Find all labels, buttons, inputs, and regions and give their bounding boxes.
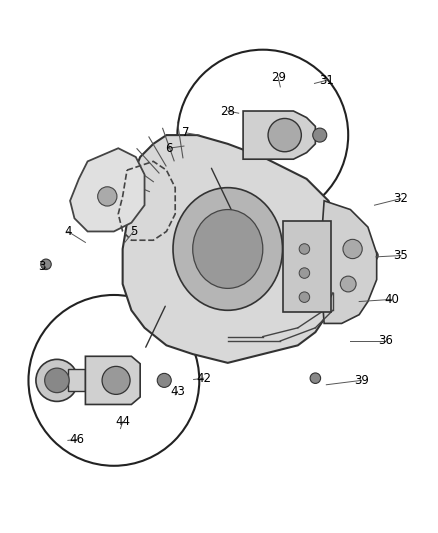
Circle shape [102, 366, 130, 394]
Text: 42: 42 [196, 372, 211, 385]
Text: 35: 35 [393, 249, 408, 262]
FancyBboxPatch shape [68, 369, 85, 391]
PathPatch shape [243, 111, 315, 159]
Text: 6: 6 [165, 142, 173, 155]
Circle shape [343, 239, 362, 259]
PathPatch shape [123, 135, 342, 363]
Circle shape [310, 373, 321, 383]
Circle shape [299, 268, 310, 278]
FancyBboxPatch shape [283, 221, 331, 312]
Text: 31: 31 [319, 74, 334, 87]
Circle shape [177, 50, 348, 221]
PathPatch shape [85, 356, 140, 405]
Circle shape [157, 374, 171, 387]
Circle shape [41, 259, 51, 270]
Ellipse shape [193, 209, 263, 288]
Circle shape [28, 295, 199, 466]
Text: 40: 40 [385, 293, 399, 306]
Text: 29: 29 [271, 71, 286, 84]
Text: 32: 32 [393, 192, 408, 205]
Text: 5: 5 [130, 225, 137, 238]
Text: 39: 39 [354, 374, 369, 387]
PathPatch shape [320, 201, 377, 324]
Ellipse shape [152, 362, 177, 399]
PathPatch shape [70, 148, 145, 231]
Text: 28: 28 [220, 104, 235, 117]
Text: 4: 4 [64, 225, 72, 238]
Circle shape [340, 276, 356, 292]
Text: 46: 46 [69, 433, 84, 446]
Text: 44: 44 [115, 416, 130, 429]
Ellipse shape [137, 365, 159, 396]
Circle shape [36, 359, 78, 401]
Text: 36: 36 [378, 335, 393, 348]
Text: 3: 3 [38, 260, 45, 273]
Circle shape [299, 292, 310, 302]
Circle shape [98, 187, 117, 206]
Text: 7: 7 [182, 126, 190, 140]
Ellipse shape [362, 249, 378, 262]
Circle shape [45, 368, 69, 393]
Text: 43: 43 [170, 385, 185, 398]
Circle shape [299, 244, 310, 254]
Circle shape [268, 118, 301, 152]
Circle shape [313, 128, 327, 142]
Ellipse shape [309, 118, 331, 152]
Ellipse shape [173, 188, 283, 310]
